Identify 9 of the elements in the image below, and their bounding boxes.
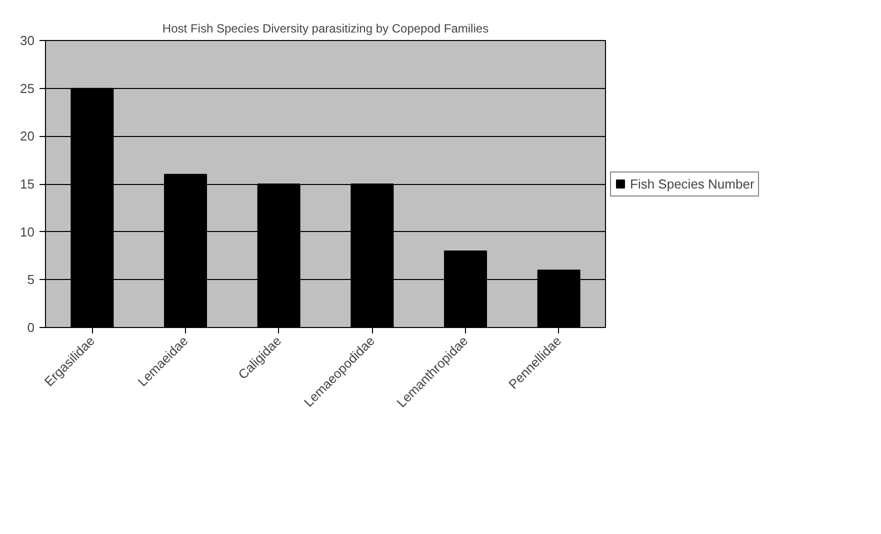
chart-title: Host Fish Species Diversity parasitizing by Copepod Families <box>162 22 489 36</box>
legend-label: Fish Species Number <box>630 176 754 191</box>
y-tick-label: 10 <box>20 224 35 240</box>
y-tick-label: 5 <box>27 272 35 288</box>
y-tick-label: 25 <box>20 80 35 96</box>
y-tick-label: 30 <box>20 33 35 48</box>
y-tick-label: 15 <box>20 176 35 192</box>
y-tick-label: 20 <box>20 128 35 144</box>
y-tick-label: 0 <box>27 320 35 335</box>
